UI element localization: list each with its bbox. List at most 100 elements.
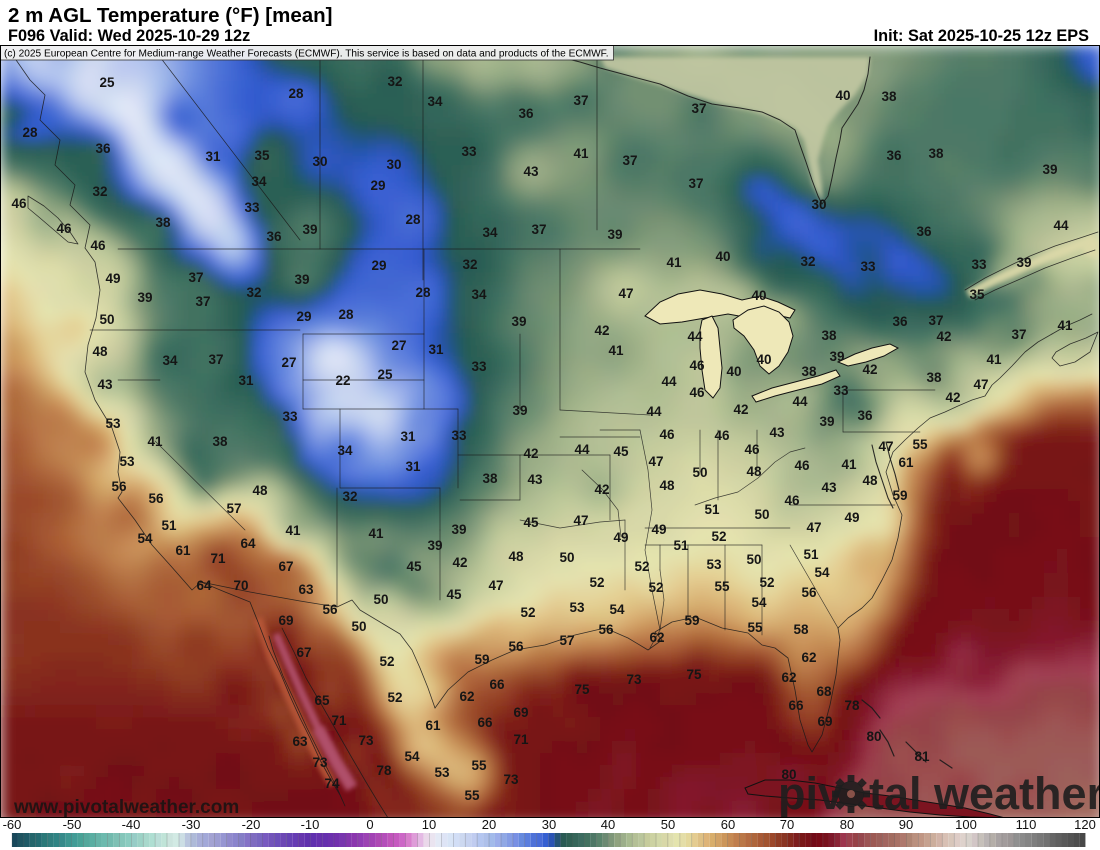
- svg-text:66: 66: [477, 715, 493, 730]
- svg-text:38: 38: [881, 89, 897, 104]
- svg-text:39: 39: [511, 314, 526, 329]
- svg-text:53: 53: [119, 454, 135, 469]
- svg-text:70: 70: [233, 578, 248, 593]
- svg-text:50: 50: [373, 592, 388, 607]
- svg-text:51: 51: [704, 502, 720, 517]
- svg-text:37: 37: [1011, 327, 1026, 342]
- svg-text:37: 37: [208, 352, 223, 367]
- svg-text:28: 28: [338, 307, 354, 322]
- svg-text:40: 40: [751, 288, 766, 303]
- svg-text:39: 39: [819, 414, 834, 429]
- svg-text:55: 55: [471, 758, 487, 773]
- svg-text:45: 45: [406, 559, 422, 574]
- svg-text:39: 39: [137, 290, 152, 305]
- svg-text:37: 37: [195, 294, 210, 309]
- svg-text:78: 78: [844, 698, 860, 713]
- svg-text:34: 34: [471, 287, 487, 302]
- svg-text:80: 80: [781, 767, 796, 782]
- svg-text:38: 38: [482, 471, 498, 486]
- svg-text:28: 28: [288, 86, 304, 101]
- svg-text:43: 43: [821, 480, 837, 495]
- svg-text:42: 42: [594, 482, 609, 497]
- svg-text:45: 45: [523, 515, 539, 530]
- svg-text:55: 55: [747, 620, 763, 635]
- svg-text:41: 41: [608, 343, 624, 358]
- svg-text:34: 34: [427, 94, 443, 109]
- svg-text:71: 71: [513, 732, 529, 747]
- svg-text:53: 53: [105, 416, 121, 431]
- svg-text:32: 32: [387, 74, 402, 89]
- svg-text:51: 51: [803, 547, 819, 562]
- svg-text:45: 45: [613, 444, 629, 459]
- svg-text:47: 47: [573, 513, 588, 528]
- svg-text:52: 52: [711, 529, 726, 544]
- svg-text:38: 38: [212, 434, 228, 449]
- svg-text:31: 31: [238, 373, 254, 388]
- svg-text:46: 46: [784, 493, 800, 508]
- svg-text:47: 47: [618, 286, 633, 301]
- svg-text:71: 71: [210, 551, 226, 566]
- svg-text:39: 39: [829, 349, 844, 364]
- svg-text:68: 68: [816, 684, 832, 699]
- svg-text:39: 39: [427, 538, 442, 553]
- svg-text:50: 50: [559, 550, 574, 565]
- svg-text:36: 36: [518, 106, 534, 121]
- svg-text:41: 41: [666, 255, 682, 270]
- svg-text:63: 63: [292, 734, 308, 749]
- svg-text:52: 52: [589, 575, 604, 590]
- svg-text:50: 50: [692, 465, 707, 480]
- svg-text:49: 49: [613, 530, 628, 545]
- svg-text:28: 28: [415, 285, 431, 300]
- svg-text:78: 78: [376, 763, 392, 778]
- svg-text:49: 49: [651, 522, 666, 537]
- svg-text:62: 62: [459, 689, 474, 704]
- svg-text:38: 38: [155, 215, 171, 230]
- svg-text:41: 41: [986, 352, 1002, 367]
- svg-text:25: 25: [99, 75, 115, 90]
- svg-text:53: 53: [706, 557, 722, 572]
- svg-text:61: 61: [425, 718, 441, 733]
- svg-text:32: 32: [246, 285, 261, 300]
- svg-text:37: 37: [531, 222, 546, 237]
- svg-text:59: 59: [684, 613, 699, 628]
- svg-text:33: 33: [282, 409, 298, 424]
- svg-text:33: 33: [461, 144, 477, 159]
- svg-text:27: 27: [391, 338, 406, 353]
- svg-text:65: 65: [314, 693, 330, 708]
- svg-text:44: 44: [574, 442, 590, 457]
- svg-text:47: 47: [648, 454, 663, 469]
- svg-text:64: 64: [240, 536, 256, 551]
- svg-text:33: 33: [244, 200, 260, 215]
- svg-text:42: 42: [936, 329, 951, 344]
- svg-text:36: 36: [916, 224, 932, 239]
- svg-text:38: 38: [821, 328, 837, 343]
- svg-text:41: 41: [841, 457, 857, 472]
- svg-text:54: 54: [404, 749, 420, 764]
- svg-text:40: 40: [756, 352, 771, 367]
- svg-text:33: 33: [451, 428, 467, 443]
- svg-text:34: 34: [251, 174, 267, 189]
- svg-text:38: 38: [926, 370, 942, 385]
- svg-text:66: 66: [489, 677, 505, 692]
- svg-text:40: 40: [726, 364, 741, 379]
- svg-text:30: 30: [312, 154, 327, 169]
- svg-text:39: 39: [1016, 255, 1031, 270]
- svg-text:52: 52: [759, 575, 774, 590]
- svg-text:32: 32: [462, 257, 477, 272]
- svg-text:42: 42: [452, 555, 467, 570]
- svg-text:46: 46: [689, 385, 705, 400]
- svg-text:45: 45: [446, 587, 462, 602]
- svg-text:48: 48: [252, 483, 268, 498]
- svg-text:39: 39: [302, 222, 317, 237]
- svg-text:29: 29: [370, 178, 385, 193]
- svg-text:36: 36: [266, 229, 282, 244]
- svg-text:59: 59: [474, 652, 489, 667]
- svg-text:48: 48: [862, 473, 878, 488]
- svg-text:46: 46: [659, 427, 675, 442]
- svg-text:46: 46: [744, 442, 760, 457]
- svg-text:42: 42: [733, 402, 748, 417]
- svg-text:33: 33: [471, 359, 487, 374]
- svg-text:43: 43: [769, 425, 785, 440]
- svg-text:41: 41: [368, 526, 384, 541]
- svg-text:25: 25: [377, 367, 393, 382]
